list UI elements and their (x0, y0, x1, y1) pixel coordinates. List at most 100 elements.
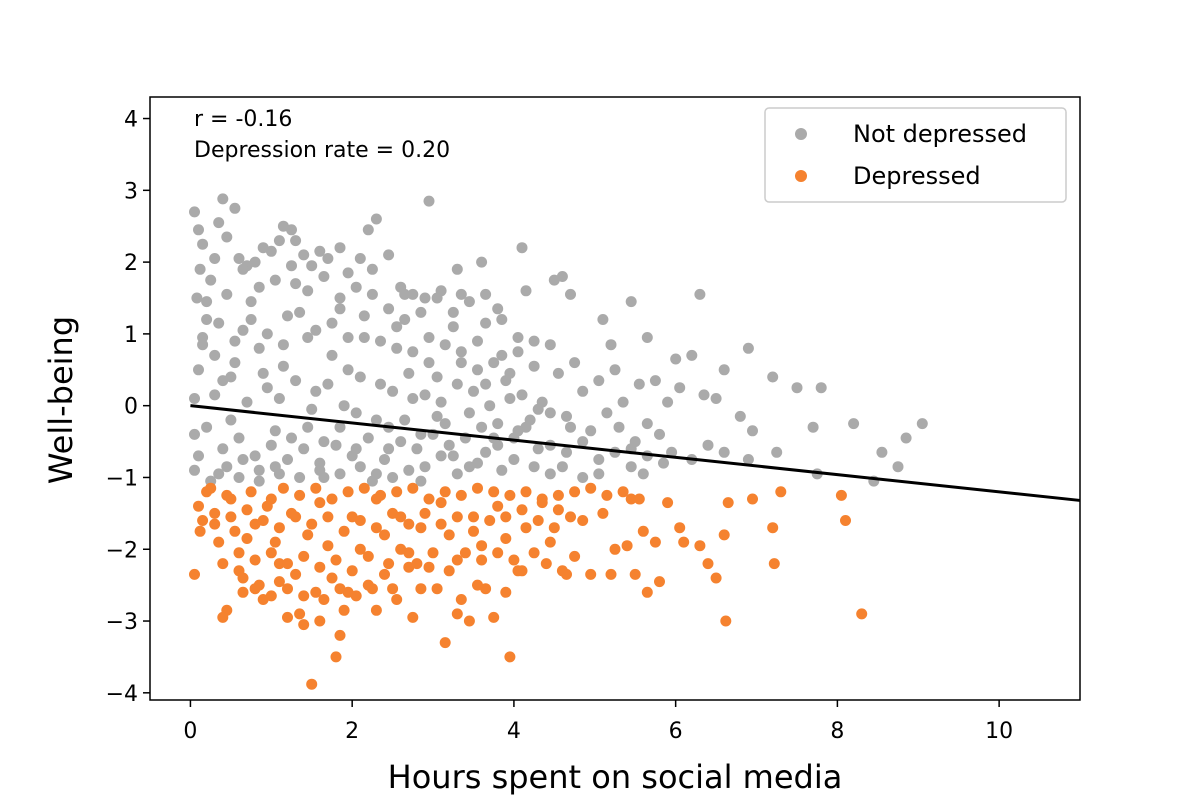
point-depressed (277, 482, 289, 494)
point-depressed (290, 511, 302, 523)
point-not-depressed (217, 443, 229, 455)
point-depressed (282, 611, 293, 623)
point-depressed (633, 493, 645, 505)
point-not-depressed (528, 335, 540, 347)
point-not-depressed (423, 195, 435, 207)
point-depressed (520, 486, 532, 498)
point-not-depressed (233, 253, 245, 264)
point-not-depressed (338, 400, 350, 412)
point-not-depressed (334, 303, 346, 315)
point-not-depressed (330, 439, 342, 451)
point-depressed (649, 536, 661, 548)
point-not-depressed (698, 389, 710, 401)
point-not-depressed (201, 314, 213, 325)
point-not-depressed (213, 217, 225, 229)
point-not-depressed (286, 224, 297, 236)
point-not-depressed (302, 421, 314, 433)
point-not-depressed (205, 274, 217, 286)
point-depressed (419, 507, 431, 519)
point-not-depressed (637, 468, 649, 480)
point-not-depressed (358, 332, 370, 343)
point-not-depressed (261, 328, 273, 340)
point-depressed (415, 583, 427, 595)
point-depressed (221, 489, 233, 501)
point-not-depressed (197, 332, 209, 343)
point-depressed (674, 522, 686, 534)
point-depressed (439, 637, 451, 649)
point-not-depressed (269, 461, 281, 473)
y-tick-label: −2 (106, 538, 138, 563)
point-not-depressed (370, 414, 382, 426)
point-depressed (209, 518, 221, 530)
point-not-depressed (532, 443, 544, 455)
point-not-depressed (496, 464, 508, 476)
y-tick-label: −3 (106, 610, 138, 635)
point-depressed (326, 572, 338, 584)
point-not-depressed (435, 450, 447, 462)
point-depressed (326, 493, 338, 505)
point-not-depressed (472, 364, 483, 376)
point-depressed (484, 515, 496, 526)
y-tick-label: −4 (106, 682, 138, 707)
point-not-depressed (253, 281, 265, 293)
x-tick-label: 0 (183, 719, 197, 744)
plot-frame (149, 96, 1081, 701)
point-depressed (338, 604, 350, 616)
point-depressed (585, 482, 597, 494)
point-not-depressed (273, 235, 285, 247)
point-depressed (577, 515, 589, 526)
point-depressed (569, 486, 581, 498)
point-not-depressed (686, 349, 698, 361)
point-not-depressed (771, 446, 783, 458)
point-depressed (407, 611, 419, 623)
point-not-depressed (375, 335, 386, 347)
point-depressed (294, 489, 306, 501)
point-depressed (290, 568, 302, 580)
point-not-depressed (455, 288, 467, 300)
point-not-depressed (306, 260, 318, 272)
point-not-depressed (362, 224, 374, 236)
point-not-depressed (742, 342, 754, 354)
point-depressed (273, 558, 285, 570)
point-not-depressed (366, 475, 378, 487)
point-depressed (366, 583, 378, 595)
point-not-depressed (451, 263, 463, 275)
regression-line-layer (190, 404, 1081, 502)
point-depressed (455, 489, 467, 501)
point-depressed (455, 594, 467, 605)
point-depressed (528, 547, 540, 559)
point-not-depressed (649, 375, 661, 387)
point-depressed (306, 678, 318, 690)
point-depressed (641, 586, 653, 598)
point-not-depressed (561, 410, 572, 422)
point-depressed (439, 486, 451, 498)
point-not-depressed (403, 464, 415, 476)
point-depressed (310, 586, 322, 598)
point-not-depressed (492, 418, 504, 430)
point-depressed (694, 540, 706, 552)
point-not-depressed (221, 288, 233, 300)
x-axis-title: Hours spent on social media (388, 758, 843, 796)
point-depressed (314, 497, 326, 509)
point-not-depressed (415, 475, 427, 487)
point-depressed (488, 611, 500, 623)
point-depressed (476, 554, 488, 566)
point-not-depressed (201, 296, 213, 308)
point-depressed (629, 568, 641, 580)
point-not-depressed (613, 421, 625, 433)
x-tick-label: 8 (830, 719, 844, 744)
point-not-depressed (358, 310, 370, 322)
point-not-depressed (342, 332, 354, 343)
point-depressed (391, 594, 403, 605)
point-not-depressed (508, 454, 520, 465)
point-not-depressed (463, 407, 475, 419)
point-not-depressed (334, 468, 346, 480)
point-not-depressed (326, 349, 338, 361)
point-not-depressed (455, 357, 467, 369)
point-not-depressed (674, 382, 686, 394)
point-not-depressed (516, 242, 528, 254)
point-not-depressed (463, 461, 475, 473)
x-axis-ticks: 0 2 4 6 8 10 (183, 700, 1013, 744)
point-depressed (298, 619, 310, 631)
point-depressed (383, 558, 395, 570)
